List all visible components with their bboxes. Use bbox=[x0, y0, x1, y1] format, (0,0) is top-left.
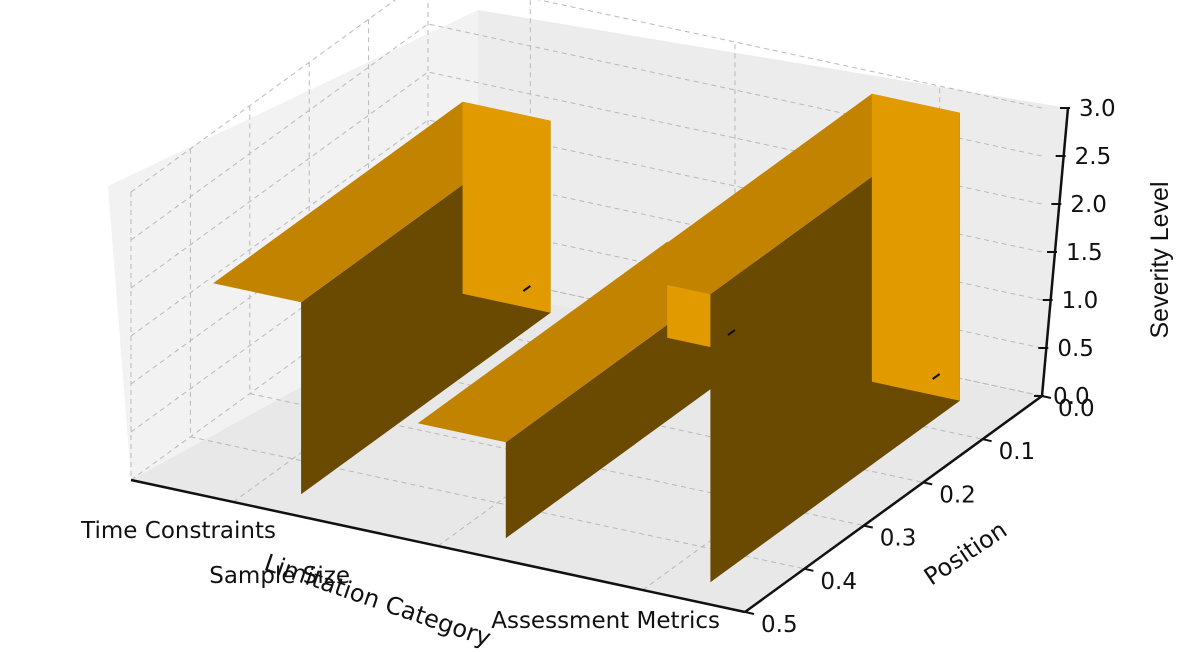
x-tick-label: Time Constraints bbox=[80, 518, 276, 544]
x-tick-mark bbox=[932, 373, 941, 380]
y-axis-line bbox=[744, 394, 1043, 614]
y-tick-mark bbox=[982, 438, 992, 443]
y-axis-label: Position bbox=[919, 516, 1012, 591]
x-tick-label: Sample Size bbox=[209, 563, 350, 589]
y-tick-label: 0.2 bbox=[939, 482, 976, 508]
y-tick-label: 0.5 bbox=[761, 612, 798, 638]
y-tick-mark bbox=[804, 567, 814, 572]
y-tick-mark bbox=[744, 611, 755, 615]
x-tick-mark bbox=[727, 329, 736, 336]
y-grid-line bbox=[189, 148, 805, 570]
bar bbox=[622, 93, 960, 583]
bar-front-face bbox=[462, 101, 551, 313]
z-tick-label: 1.5 bbox=[1066, 240, 1103, 266]
z-tick-label: 3.0 bbox=[1079, 96, 1116, 122]
bar bbox=[213, 101, 551, 495]
z-tick-label: 2.0 bbox=[1070, 192, 1107, 218]
x-grid-line bbox=[437, 42, 736, 547]
x-tick-mark bbox=[522, 285, 531, 292]
bar-front-face bbox=[871, 93, 960, 401]
x-ticks: Time Constraints Sample Size Assessment Me… bbox=[80, 285, 941, 634]
y-grid-line bbox=[249, 105, 864, 527]
y-tick-label: 0.1 bbox=[999, 439, 1036, 465]
z-ticks: 0.0 0.5 1.0 1.5 2.0 2.5 3.0 bbox=[1034, 96, 1116, 410]
x-tick-label: Assessment Metrics bbox=[491, 608, 720, 634]
y-tick-label: 0.3 bbox=[880, 526, 917, 552]
y-tick-label: 0.0 bbox=[1058, 396, 1095, 422]
z-tick-label: 0.0 bbox=[1053, 384, 1090, 410]
x-grid-line bbox=[233, 0, 531, 503]
y-tick-mark bbox=[863, 524, 874, 529]
z-tick-label: 2.5 bbox=[1075, 144, 1112, 170]
z-grid-line bbox=[130, 0, 1043, 193]
z-grid-line bbox=[130, 23, 1043, 241]
y-ticks: 0.0 0.1 0.2 0.3 0.4 0.5 bbox=[744, 395, 1095, 638]
y-tick-label: 0.4 bbox=[820, 569, 857, 595]
x-axis-line bbox=[130, 478, 746, 614]
y-tick-mark bbox=[922, 481, 933, 486]
z-tick-label: 0.5 bbox=[1057, 336, 1094, 362]
z-tick-label: 1.0 bbox=[1062, 288, 1099, 314]
bars bbox=[213, 93, 960, 583]
x-axis-label: Limitation Category bbox=[261, 549, 495, 652]
z-axis-label: Severity Level bbox=[1146, 181, 1174, 338]
